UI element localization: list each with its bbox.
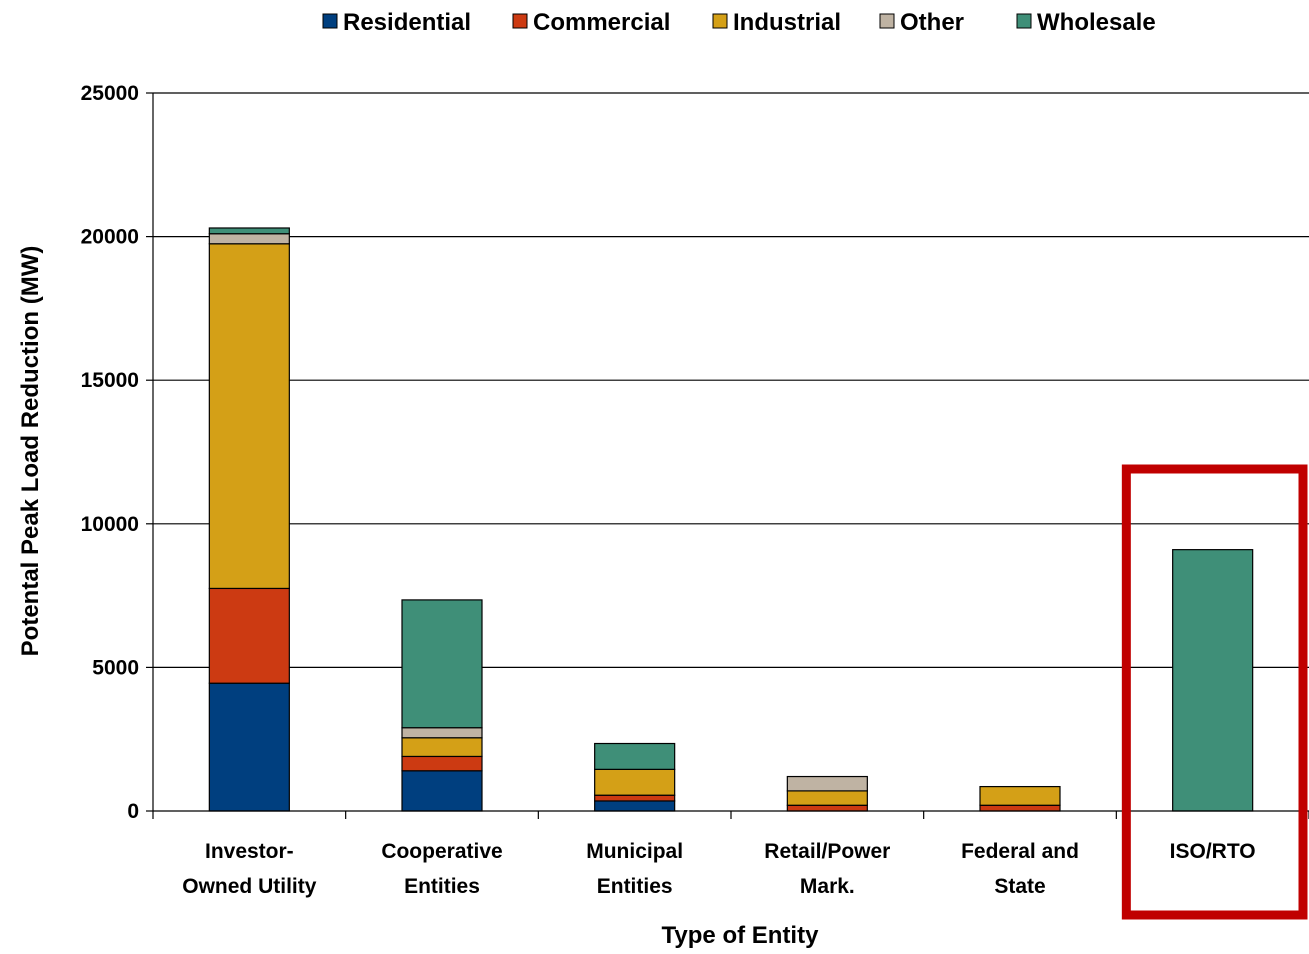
- y-tick-label: 15000: [81, 369, 139, 392]
- bar-segment-commercial: [208, 587, 290, 684]
- bars: [208, 227, 1254, 812]
- axes: [152, 93, 1309, 819]
- x-tick-label: State: [994, 875, 1045, 898]
- x-tick-label: Owned Utility: [182, 875, 316, 898]
- bar-segment-commercial: [401, 755, 483, 772]
- bar-segment-wholesale: [208, 227, 290, 235]
- x-tick-label: Municipal: [586, 840, 683, 863]
- x-axis-tick-labels: Investor- Owned Utility Cooperative Entitie…: [182, 840, 1255, 898]
- bar-segment-other: [208, 233, 290, 245]
- x-tick-label: Mark.: [800, 875, 855, 898]
- legend: Residential Commercial Industrial Other Whol…: [322, 9, 1156, 36]
- legend-swatch-other: [879, 13, 895, 29]
- y-tick-label: 5000: [92, 656, 139, 679]
- bar-segment-residential: [594, 800, 676, 812]
- y-axis-ticks: 0 5000 10000 15000 20000 25000: [81, 82, 153, 823]
- legend-label: Industrial: [733, 9, 841, 36]
- legend-swatch-residential: [322, 13, 338, 29]
- x-tick-label: Federal and: [961, 840, 1079, 863]
- legend-label: Commercial: [533, 9, 670, 36]
- x-tick-label: Investor-: [205, 840, 294, 863]
- legend-swatch-industrial: [712, 13, 728, 29]
- bar-segment-wholesale: [401, 599, 483, 729]
- bar-segment-commercial: [594, 794, 676, 802]
- y-tick-label: 25000: [81, 82, 139, 105]
- bar-segment-industrial: [208, 243, 290, 590]
- x-tick-label: Retail/Power: [764, 840, 890, 863]
- bar-segment-industrial: [786, 790, 868, 806]
- y-axis-title: Potental Peak Load Reduction (MW): [17, 246, 44, 657]
- legend-label: Residential: [343, 9, 471, 36]
- x-axis-title: Type of Entity: [662, 922, 820, 949]
- bar-segment-other: [401, 727, 483, 739]
- bar-segment-commercial: [786, 804, 868, 812]
- y-tick-label: 10000: [81, 513, 139, 536]
- bar-segment-other: [786, 775, 868, 792]
- x-tick-label: Entities: [597, 875, 673, 898]
- bar-segment-industrial: [594, 768, 676, 796]
- bar-segment-residential: [401, 770, 483, 812]
- x-tick-label: Cooperative: [381, 840, 502, 863]
- y-tick-label: 20000: [81, 226, 139, 249]
- legend-swatch-wholesale: [1016, 13, 1032, 29]
- x-tick-label: ISO/RTO: [1170, 840, 1256, 863]
- legend-label: Other: [900, 9, 964, 36]
- legend-swatch-commercial: [512, 13, 528, 29]
- legend-label: Wholesale: [1037, 9, 1156, 36]
- y-tick-label: 0: [127, 800, 139, 823]
- bar-segment-commercial: [979, 804, 1061, 812]
- bar-segment-wholesale: [1172, 549, 1254, 812]
- highlight-box: [1121, 464, 1308, 920]
- bar-segment-wholesale: [594, 742, 676, 770]
- bar-segment-industrial: [979, 785, 1061, 806]
- bar-segment-residential: [208, 682, 290, 812]
- bar-segment-industrial: [401, 737, 483, 758]
- gridlines: [153, 92, 1309, 669]
- x-tick-label: Entities: [404, 875, 480, 898]
